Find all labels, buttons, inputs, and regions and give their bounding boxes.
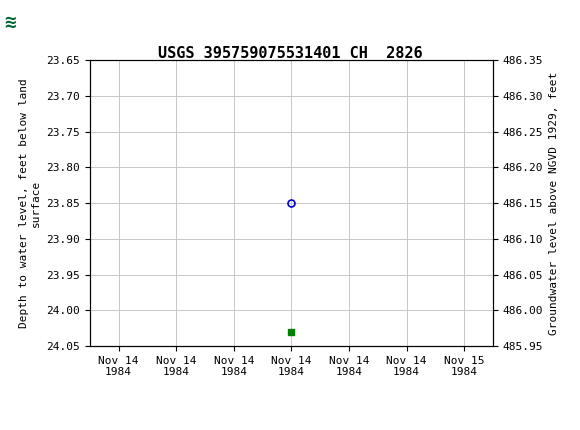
Y-axis label: Groundwater level above NGVD 1929, feet: Groundwater level above NGVD 1929, feet (549, 71, 559, 335)
Text: ≋: ≋ (4, 13, 16, 32)
Bar (3, 3, 52, 42)
Y-axis label: Depth to water level, feet below land
surface: Depth to water level, feet below land su… (19, 78, 41, 328)
Text: USGS 395759075531401 CH  2826: USGS 395759075531401 CH 2826 (158, 46, 422, 61)
Text: USGS: USGS (58, 13, 118, 32)
